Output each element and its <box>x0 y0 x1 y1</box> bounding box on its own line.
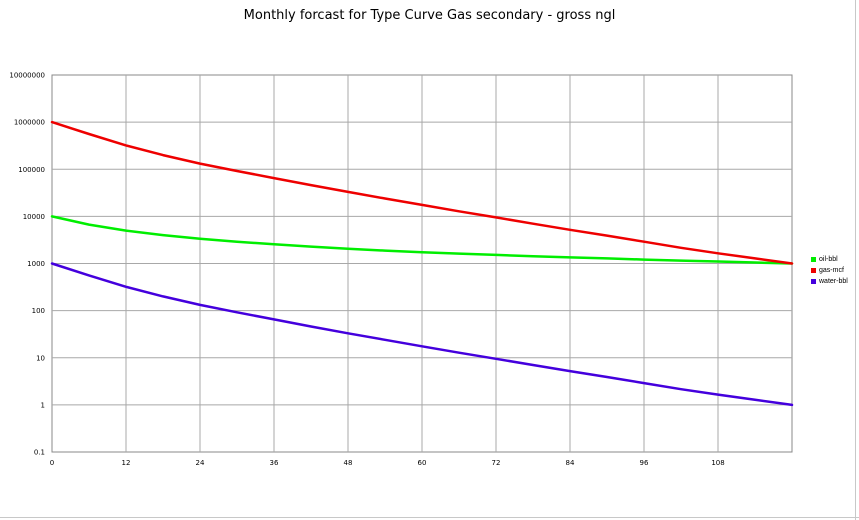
y-tick-label: 1000 <box>27 260 45 268</box>
legend-label-gas: gas-mcf <box>819 267 844 274</box>
x-tick-label: 12 <box>122 459 131 467</box>
window-edge-bottom <box>0 517 859 518</box>
x-tick-label: 36 <box>270 459 279 467</box>
y-tick-label: 1000000 <box>14 119 45 127</box>
y-tick-label: 1 <box>41 401 45 409</box>
legend-item-gas: gas-mcf <box>811 265 848 276</box>
legend-item-water: water-bbl <box>811 276 848 287</box>
window-edge-right <box>855 0 856 520</box>
legend-swatch-water <box>811 279 816 284</box>
x-tick-label: 48 <box>344 459 353 467</box>
legend: oil-bbl gas-mcf water-bbl <box>811 254 848 287</box>
y-tick-label: 10 <box>36 354 45 362</box>
grid-layer <box>52 75 792 452</box>
tick-labels: 0 12 24 36 48 60 72 84 96 108 0.1 1 10 100 1000 10000 10… <box>9 72 724 468</box>
x-tick-label: 60 <box>418 459 427 467</box>
chart-title: Monthly forcast for Type Curve Gas secon… <box>243 8 616 23</box>
y-tick-label: 0.1 <box>34 449 45 457</box>
x-tick-label: 0 <box>50 459 54 467</box>
x-tick-label: 96 <box>640 459 649 467</box>
legend-swatch-oil <box>811 257 816 262</box>
series-line-water-bbl <box>50 262 794 407</box>
series-line-gas-mcf <box>50 120 794 265</box>
legend-label-water: water-bbl <box>819 278 848 285</box>
legend-swatch-gas <box>811 268 816 273</box>
y-tick-label: 100 <box>32 307 45 315</box>
x-tick-label: 72 <box>492 459 501 467</box>
y-tick-label: 100000 <box>18 166 45 174</box>
series-layer <box>50 120 794 407</box>
legend-item-oil: oil-bbl <box>811 254 848 265</box>
y-tick-label: 10000 <box>23 213 45 221</box>
x-tick-label: 24 <box>196 459 205 467</box>
x-tick-label: 84 <box>566 459 575 467</box>
y-tick-label: 10000000 <box>9 72 45 80</box>
x-tick-label: 108 <box>711 459 724 467</box>
series-line-oil-bbl <box>50 215 794 265</box>
legend-label-oil: oil-bbl <box>819 256 838 263</box>
